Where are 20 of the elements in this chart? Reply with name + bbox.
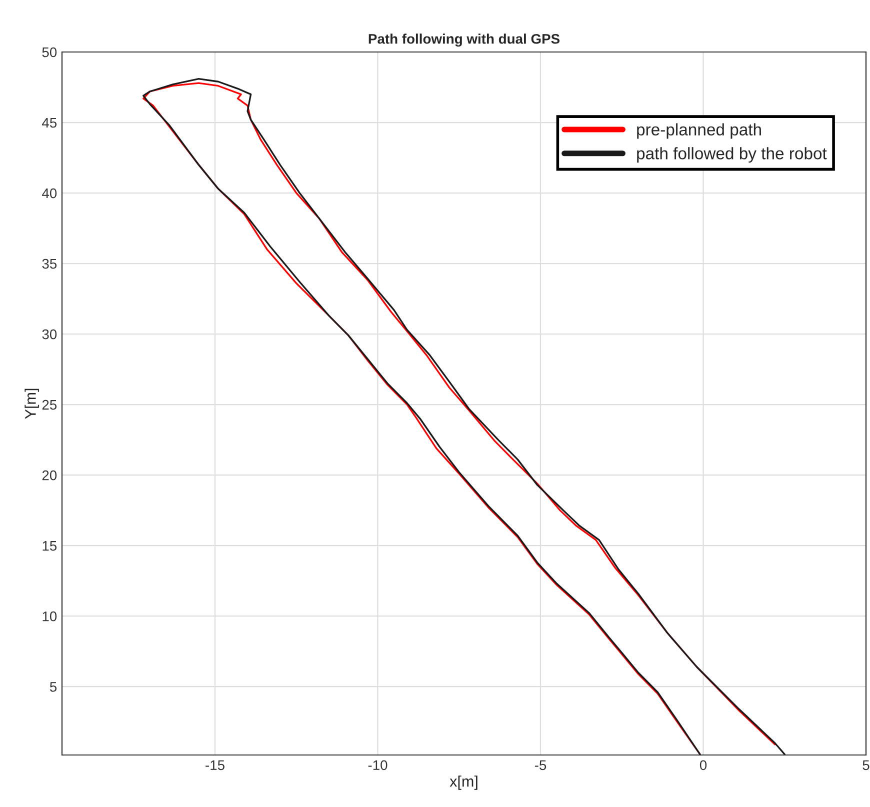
x-axis-title: x[m] bbox=[450, 776, 478, 790]
x-tick-label: 5 bbox=[862, 760, 870, 770]
y-tick-label: 10 bbox=[42, 611, 57, 622]
chart-title: Path following with dual GPS bbox=[368, 34, 560, 47]
x-tick-label: -15 bbox=[206, 760, 224, 770]
y-tick-label: 35 bbox=[42, 258, 57, 269]
y-tick-label: 45 bbox=[42, 118, 57, 128]
y-tick-label: 25 bbox=[42, 400, 57, 410]
x-tick-label: -10 bbox=[368, 760, 388, 770]
x-tick-label: 0 bbox=[700, 760, 707, 770]
y-tick-label: 40 bbox=[42, 188, 57, 198]
y-tick-label: 50 bbox=[42, 47, 57, 58]
y-tick-label: 15 bbox=[42, 541, 57, 551]
legend-label: pre-planned path bbox=[637, 123, 761, 139]
y-tick-label: 30 bbox=[42, 329, 57, 340]
legend-label: path followed by the robot bbox=[637, 147, 827, 163]
y-tick-label: 5 bbox=[50, 682, 57, 692]
y-tick-label: 20 bbox=[42, 470, 57, 480]
x-tick-label: -5 bbox=[534, 760, 546, 770]
y-axis-title: Y[m] bbox=[24, 388, 39, 419]
